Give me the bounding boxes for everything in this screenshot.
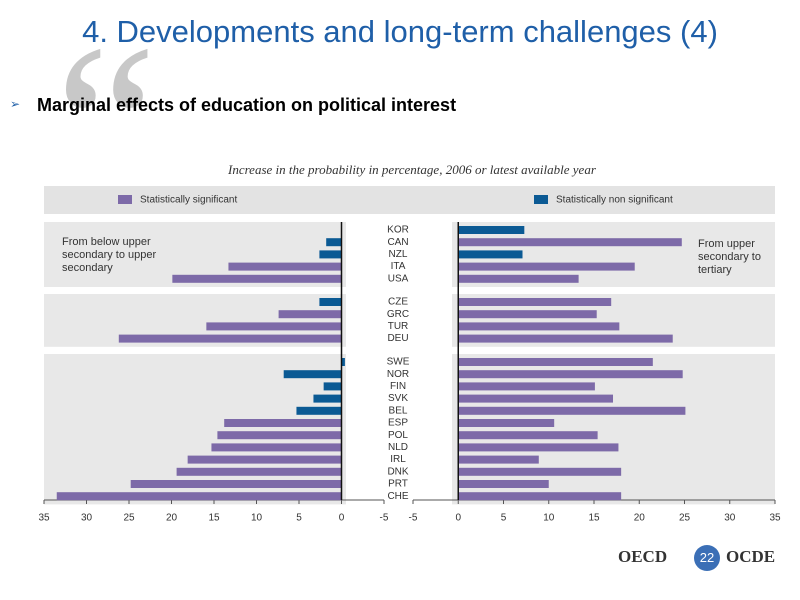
x-tick-label: 30 (81, 513, 93, 524)
x-tick-label: -5 (409, 513, 418, 524)
x-tick-label: 0 (339, 513, 345, 524)
bar (458, 238, 682, 247)
x-tick-label: 25 (679, 513, 691, 524)
category-label: NZL (389, 249, 408, 260)
group-background (44, 354, 346, 505)
bar (228, 262, 342, 271)
x-tick-label: 15 (208, 513, 220, 524)
category-label: NLD (388, 442, 408, 453)
category-label: DEU (387, 333, 408, 344)
legend-label: Statistically non significant (556, 195, 673, 206)
bar (458, 455, 539, 464)
group-background (452, 354, 775, 505)
category-label: SWE (387, 357, 410, 368)
bar (296, 406, 342, 415)
bar (458, 358, 653, 366)
x-tick-label: 20 (166, 513, 178, 524)
bar (458, 419, 555, 427)
chart-subtitle: Increase in the probability in percentag… (228, 162, 596, 177)
bar (458, 250, 523, 259)
bar (278, 310, 342, 319)
category-label: POL (388, 430, 408, 441)
panel-label: From below upper secondary to upper seco… (62, 236, 157, 274)
x-tick-label: 5 (501, 513, 507, 524)
category-label: FIN (390, 381, 406, 392)
x-tick-label: 5 (296, 513, 302, 524)
bar (458, 394, 614, 403)
legend-label: Statistically significant (140, 195, 237, 206)
category-label: BEL (389, 405, 408, 416)
chart: Statistically significant Statistically n… (38, 186, 781, 524)
bar (458, 274, 579, 283)
page-number: 22 (694, 545, 720, 571)
bar (326, 238, 342, 247)
category-label: GRC (387, 309, 409, 320)
bar (224, 419, 342, 427)
category-label: KOR (387, 225, 409, 236)
bar (56, 492, 342, 501)
bullet-marker: ➢ (10, 97, 21, 111)
slide-title: 4. Developments and long-term challenges… (82, 14, 718, 49)
x-tick-label: -5 (380, 513, 389, 524)
bar (187, 455, 342, 464)
bar (211, 443, 342, 452)
x-tick-label: 35 (769, 513, 781, 524)
category-label: SVK (388, 393, 408, 404)
footer-logo: OCDE (726, 547, 776, 566)
category-label: USA (388, 273, 409, 284)
category-label: ESP (388, 418, 408, 429)
category-label: DNK (387, 466, 408, 477)
bar (118, 334, 342, 343)
category-label: NOR (387, 369, 409, 380)
x-tick-label: 15 (588, 513, 600, 524)
panel-label: From upper secondary to tertiary (698, 238, 761, 276)
legend-swatch (118, 195, 132, 204)
legend-background (44, 186, 775, 214)
x-tick-label: 10 (543, 513, 555, 524)
bar (130, 480, 342, 488)
bar (458, 467, 622, 476)
bar (341, 358, 345, 366)
x-tick-label: 35 (38, 513, 50, 524)
bar (458, 322, 620, 331)
bar (458, 431, 598, 440)
category-label: TUR (388, 321, 409, 332)
category-label: CAN (387, 237, 408, 248)
bar (458, 262, 635, 271)
bar (458, 480, 549, 488)
category-label: IRL (390, 454, 406, 465)
bar (458, 382, 595, 391)
bar (313, 394, 342, 403)
x-tick-label: 10 (251, 513, 263, 524)
bar (458, 310, 597, 319)
footer-logo: OECD (618, 547, 668, 566)
bullet-text: Marginal effects of education on politic… (37, 95, 457, 115)
bar (206, 322, 342, 331)
bar (319, 250, 342, 259)
bar (319, 298, 342, 306)
x-tick-label: 30 (724, 513, 736, 524)
bar (458, 443, 619, 452)
bar (283, 370, 342, 379)
bar (172, 274, 342, 283)
x-tick-label: 25 (123, 513, 135, 524)
bar (458, 406, 686, 415)
bar (217, 431, 342, 440)
bar (323, 382, 342, 391)
bar (458, 226, 525, 234)
bar (458, 370, 683, 379)
category-label: PRT (388, 479, 408, 490)
x-tick-label: 20 (634, 513, 646, 524)
bar (458, 492, 622, 501)
bar (458, 334, 673, 343)
category-label: CZE (388, 297, 408, 308)
x-tick-label: 0 (455, 513, 461, 524)
bar (458, 298, 612, 306)
category-label: ITA (391, 261, 406, 272)
legend-swatch (534, 195, 548, 204)
bar (176, 467, 342, 476)
category-label: CHE (387, 491, 408, 502)
